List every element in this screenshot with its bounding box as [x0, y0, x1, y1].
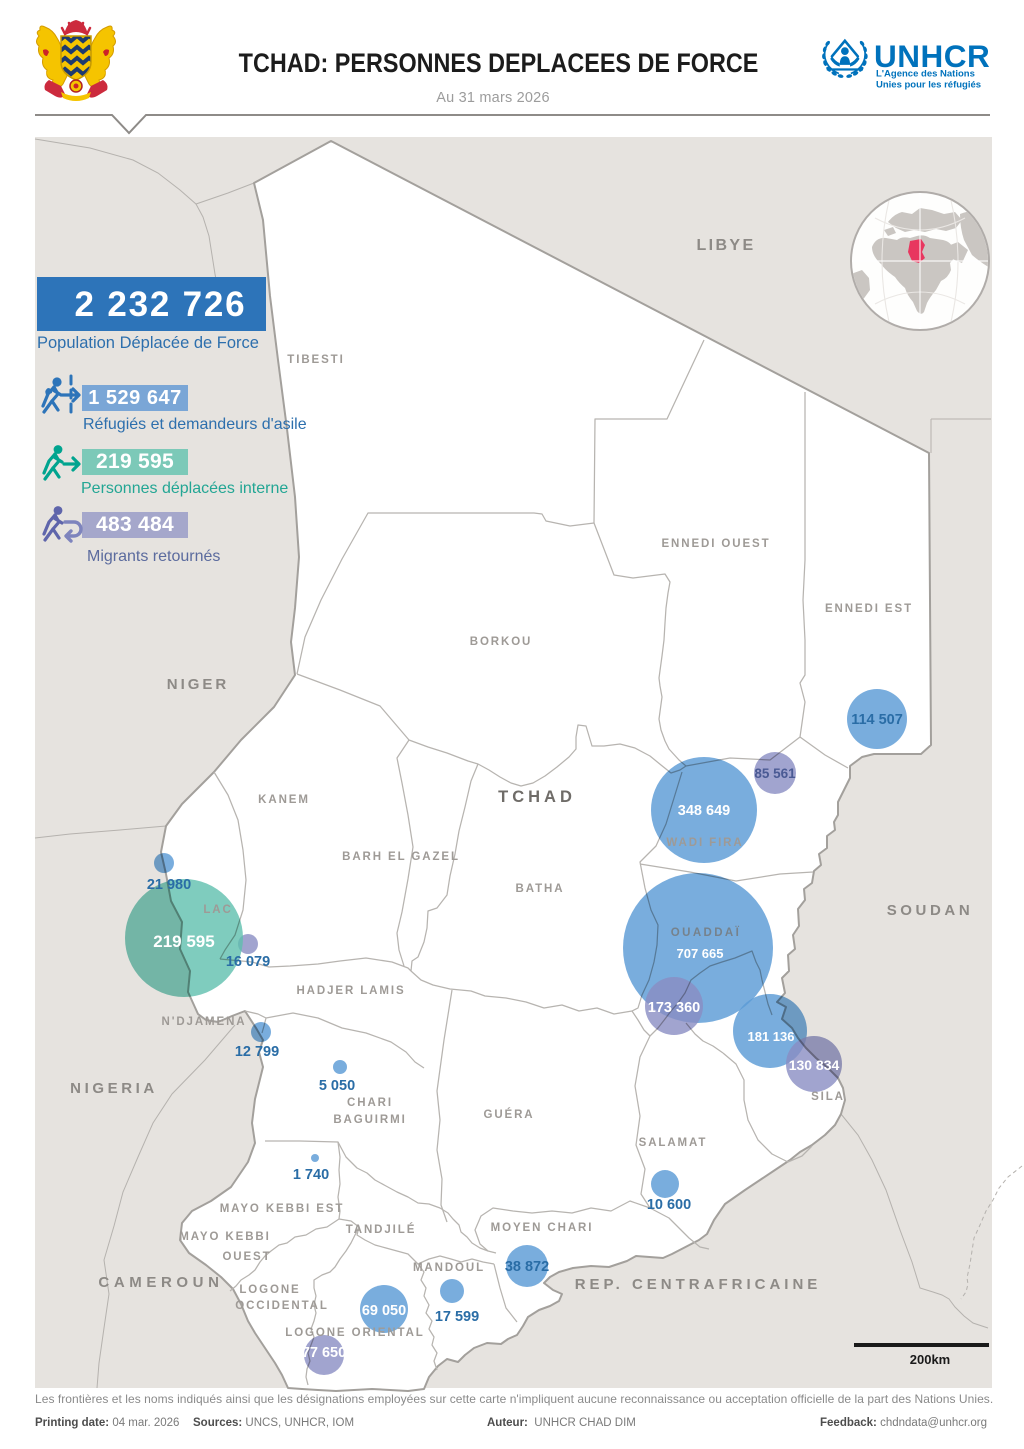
svg-text:TIBESTI: TIBESTI	[287, 354, 344, 366]
svg-text:BAGUIRMI: BAGUIRMI	[333, 1114, 406, 1126]
svg-text:219 595: 219 595	[153, 932, 214, 951]
svg-text:LOGONE ORIENTAL: LOGONE ORIENTAL	[285, 1327, 424, 1339]
svg-text:130 834: 130 834	[789, 1057, 840, 1073]
svg-text:16 079: 16 079	[226, 954, 270, 970]
svg-text:LOGONE: LOGONE	[239, 1284, 300, 1296]
svg-text:LAC: LAC	[203, 904, 232, 916]
svg-text:SILA: SILA	[811, 1091, 845, 1103]
svg-text:L'Agence des Nations: L'Agence des Nations	[876, 69, 975, 80]
svg-text:MAYO KEBBI EST: MAYO KEBBI EST	[220, 1203, 345, 1215]
svg-text:69 050: 69 050	[362, 1303, 406, 1319]
svg-text:MOYEN CHARI: MOYEN CHARI	[491, 1222, 594, 1234]
svg-text:UNHCR: UNHCR	[874, 38, 990, 74]
svg-text:114 507: 114 507	[851, 712, 903, 728]
svg-text:21 980: 21 980	[147, 877, 191, 893]
svg-text:GUÉRA: GUÉRA	[483, 1108, 534, 1121]
svg-text:SOUDAN: SOUDAN	[887, 902, 974, 919]
svg-text:77 650: 77 650	[302, 1345, 346, 1361]
svg-text:N'DJAMENA: N'DJAMENA	[161, 1016, 246, 1028]
svg-text:BARH EL GAZEL: BARH EL GAZEL	[342, 851, 460, 863]
svg-text:17 599: 17 599	[435, 1309, 479, 1325]
svg-text:LIBYE: LIBYE	[696, 237, 755, 254]
svg-text:BATHA: BATHA	[516, 883, 565, 895]
svg-text:707 665: 707 665	[677, 946, 724, 961]
svg-text:WADI FIRA: WADI FIRA	[666, 837, 743, 849]
svg-text:OUADDAÏ: OUADDAÏ	[671, 926, 741, 939]
svg-text:ENNEDI OUEST: ENNEDI OUEST	[661, 538, 770, 550]
svg-text:TANDJILÉ: TANDJILÉ	[346, 1223, 417, 1236]
svg-text:NIGER: NIGER	[167, 676, 230, 693]
svg-text:CAMEROUN: CAMEROUN	[98, 1274, 223, 1291]
svg-text:MANDOUL: MANDOUL	[413, 1262, 485, 1274]
svg-text:BORKOU: BORKOU	[470, 636, 533, 648]
svg-text:Unies pour les réfugiés: Unies pour les réfugiés	[876, 80, 981, 91]
svg-text:5 050: 5 050	[319, 1078, 355, 1094]
svg-text:173 360: 173 360	[648, 1000, 700, 1016]
svg-text:348 649: 348 649	[678, 803, 730, 819]
svg-text:OCCIDENTAL: OCCIDENTAL	[235, 1300, 329, 1312]
svg-text:38 872: 38 872	[505, 1259, 549, 1275]
svg-text:HADJER LAMIS: HADJER LAMIS	[296, 985, 405, 997]
svg-text:CHARI: CHARI	[347, 1097, 393, 1109]
svg-text:NIGERIA: NIGERIA	[70, 1080, 158, 1097]
svg-text:ENNEDI EST: ENNEDI EST	[825, 603, 913, 615]
svg-text:181 136: 181 136	[748, 1029, 795, 1044]
svg-text:TCHAD: TCHAD	[498, 788, 576, 806]
svg-text:85 561: 85 561	[754, 766, 796, 781]
svg-text:12 799: 12 799	[235, 1044, 279, 1060]
svg-text:MAYO KEBBI: MAYO KEBBI	[179, 1231, 270, 1243]
svg-text:10 600: 10 600	[647, 1197, 691, 1213]
svg-text:200km: 200km	[910, 1352, 950, 1367]
svg-text:OUEST: OUEST	[222, 1251, 271, 1263]
svg-text:KANEM: KANEM	[258, 794, 310, 806]
svg-text:SALAMAT: SALAMAT	[639, 1137, 708, 1149]
svg-text:1 740: 1 740	[293, 1167, 329, 1183]
svg-text:REP. CENTRAFRICAINE: REP. CENTRAFRICAINE	[575, 1276, 822, 1293]
